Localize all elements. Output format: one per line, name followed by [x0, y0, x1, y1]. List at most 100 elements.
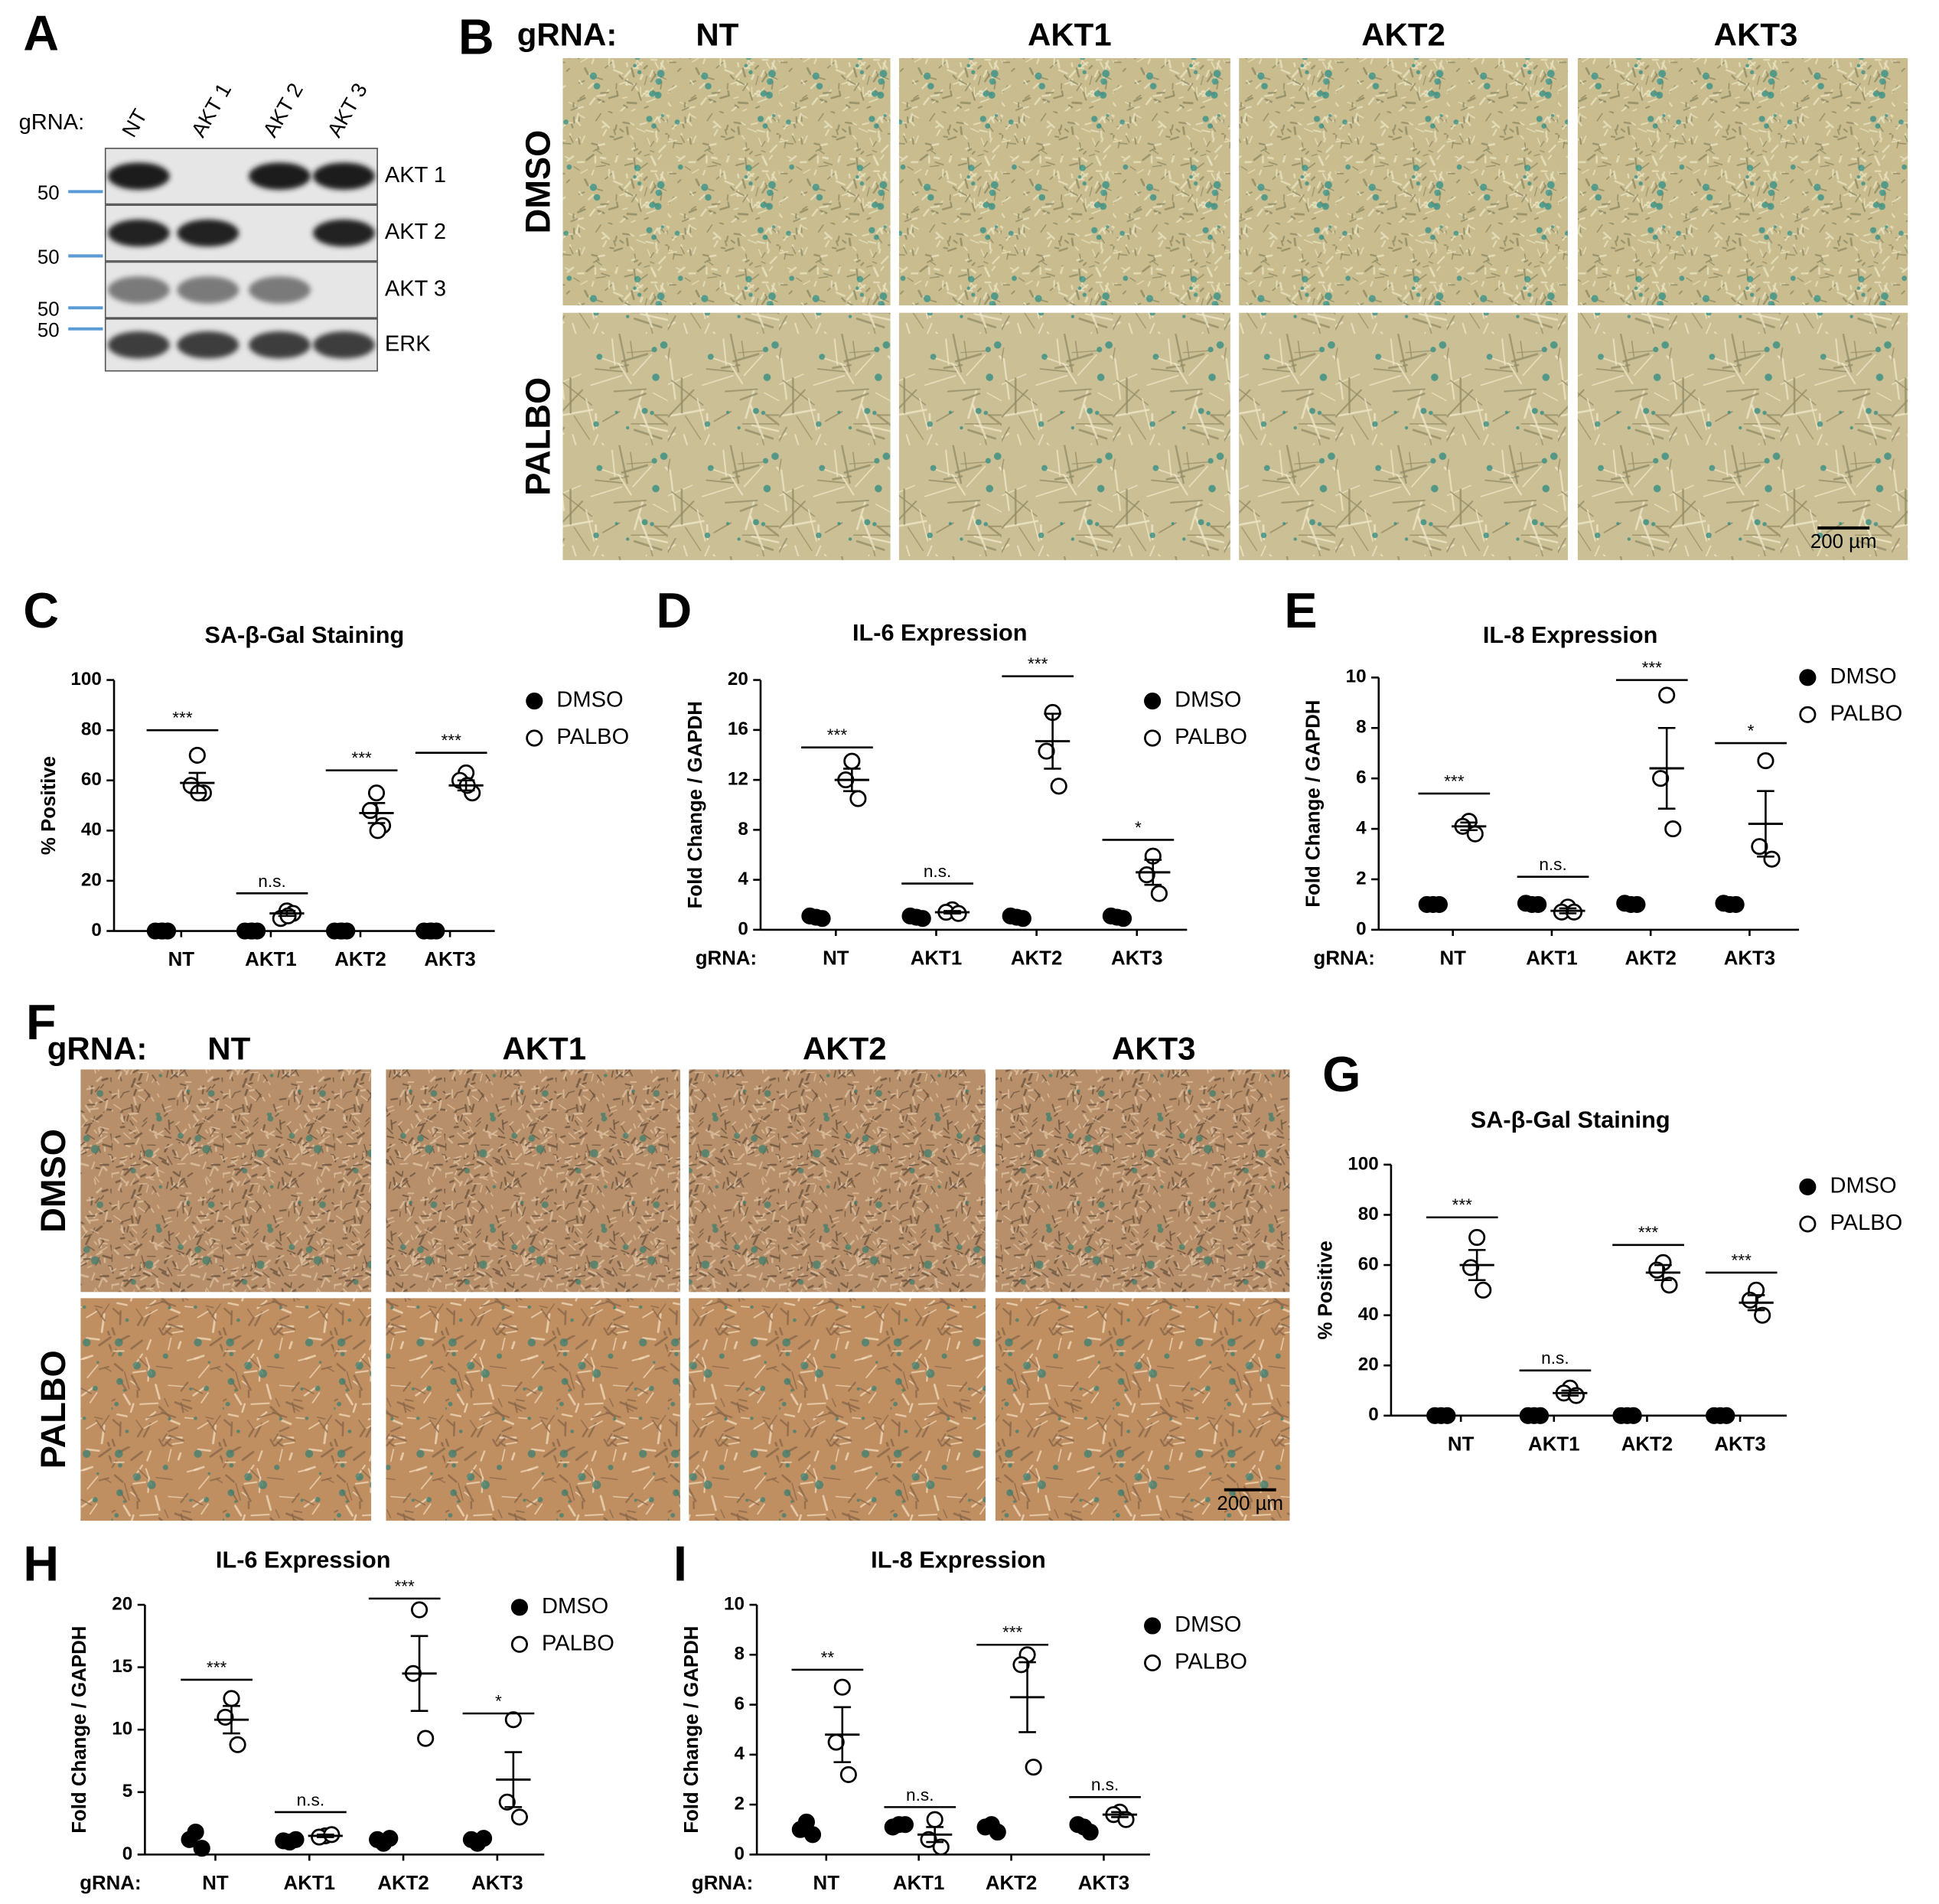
significance-label: **	[821, 1648, 835, 1667]
data-point	[367, 784, 386, 802]
micrograph	[995, 1298, 1290, 1521]
y-tick-label: 20	[81, 869, 102, 890]
blot-band	[107, 331, 170, 359]
blot-label: AKT 3	[385, 277, 446, 302]
y-tick-label: 8	[1356, 717, 1366, 738]
marker-label: 50	[37, 182, 60, 204]
data-point	[1038, 742, 1055, 760]
blot-band	[107, 219, 170, 247]
significance-label: ***	[1444, 771, 1465, 791]
legend-marker	[1144, 692, 1162, 710]
row-label: PALBO	[518, 377, 557, 496]
x-axis-label: gRNA:	[80, 1873, 141, 1894]
data-point	[1014, 910, 1031, 928]
column-label: AKT1	[502, 1030, 586, 1066]
significance-label: ***	[172, 709, 193, 728]
y-axis-label: Fold Change / GAPDH	[1303, 700, 1325, 908]
blot-band	[249, 162, 311, 190]
legend-marker	[1799, 669, 1817, 686]
y-axis-label: Fold Change / GAPDH	[685, 701, 706, 908]
legend-label: PALBO	[1175, 1650, 1247, 1674]
legend-marker	[510, 1599, 528, 1616]
panel-letter: H	[23, 1537, 59, 1592]
y-tick-label: 100	[1348, 1153, 1378, 1174]
y-tick-label: 40	[81, 820, 102, 840]
y-tick-label: 10	[1346, 667, 1367, 687]
data-point	[498, 1793, 516, 1811]
blot-band	[249, 276, 311, 304]
data-point	[333, 922, 350, 940]
data-point	[1531, 1407, 1550, 1424]
data-point	[914, 910, 931, 928]
y-tick-label: 60	[81, 769, 102, 790]
column-label: NT	[696, 17, 738, 53]
marker-label: 50	[37, 246, 60, 268]
data-point	[813, 910, 831, 928]
legend-marker	[526, 729, 543, 747]
data-point	[1741, 1291, 1759, 1309]
panel-letter: G	[1322, 1047, 1361, 1102]
column-label: NT	[207, 1030, 250, 1066]
row-label: DMSO	[518, 130, 557, 234]
y-tick-label: 6	[734, 1694, 744, 1714]
y-tick-label: 12	[728, 769, 748, 790]
blot-label: AKT 1	[385, 163, 446, 187]
significance-label: n.s.	[906, 1785, 934, 1805]
y-tick-label: 0	[91, 920, 101, 941]
chart-title: IL-6 Expression	[216, 1547, 391, 1573]
data-point	[803, 1826, 822, 1844]
panel-letter: B	[458, 9, 494, 64]
data-point	[1138, 866, 1155, 884]
legend-label: DMSO	[1175, 1612, 1241, 1637]
data-point	[217, 1708, 234, 1726]
blot-label: ERK	[385, 331, 431, 356]
x-tick-label: NT	[813, 1873, 840, 1894]
column-label: AKT2	[803, 1030, 887, 1066]
data-point	[1430, 895, 1448, 914]
panel-letter: I	[673, 1537, 687, 1592]
y-tick-label: 5	[122, 1781, 132, 1801]
y-tick-label: 2	[1356, 868, 1366, 888]
data-point	[223, 1690, 240, 1707]
data-point	[1462, 1259, 1480, 1276]
column-label: AKT3	[1714, 17, 1798, 53]
legend-label: DMSO	[1175, 688, 1241, 712]
panel-letter: E	[1284, 583, 1317, 638]
data-point	[1757, 752, 1774, 770]
micrograph	[898, 312, 1230, 560]
significance-label: n.s.	[1541, 1348, 1569, 1368]
y-tick-label: 0	[1356, 918, 1366, 939]
significance-label: ***	[351, 748, 372, 768]
micrograph	[995, 1069, 1290, 1293]
micrograph	[80, 1298, 372, 1521]
blot-band	[249, 331, 311, 359]
data-point	[839, 1765, 857, 1784]
y-axis-label: Fold Change / GAPDH	[681, 1626, 702, 1834]
data-point	[188, 746, 206, 765]
significance-label: *	[1135, 818, 1142, 837]
data-point	[369, 822, 386, 840]
legend-label: PALBO	[1830, 1211, 1902, 1235]
legend-label: DMSO	[1830, 664, 1896, 689]
y-axis-label: Fold Change / GAPDH	[69, 1626, 90, 1834]
y-tick-label: 10	[112, 1719, 132, 1739]
data-point	[1150, 885, 1168, 902]
micrograph	[80, 1069, 372, 1293]
micrograph	[1577, 57, 1908, 306]
y-tick-label: 0	[738, 918, 748, 939]
row-label: DMSO	[34, 1129, 73, 1233]
y-tick-label: 8	[738, 819, 748, 840]
data-point	[932, 1838, 950, 1856]
significance-label: *	[1748, 721, 1755, 740]
scale-bar-label: 200 µm	[1810, 531, 1877, 553]
y-tick-label: 8	[734, 1644, 744, 1664]
data-point	[843, 752, 861, 770]
legend-label: DMSO	[542, 1594, 608, 1619]
lane-label: AKT 3	[322, 79, 372, 141]
legend-marker	[526, 692, 543, 710]
data-point	[510, 1808, 528, 1826]
data-point	[1718, 1407, 1735, 1424]
legend-marker	[1799, 1215, 1817, 1233]
legend-label: PALBO	[1175, 725, 1247, 749]
x-tick-label: NT	[823, 948, 849, 970]
